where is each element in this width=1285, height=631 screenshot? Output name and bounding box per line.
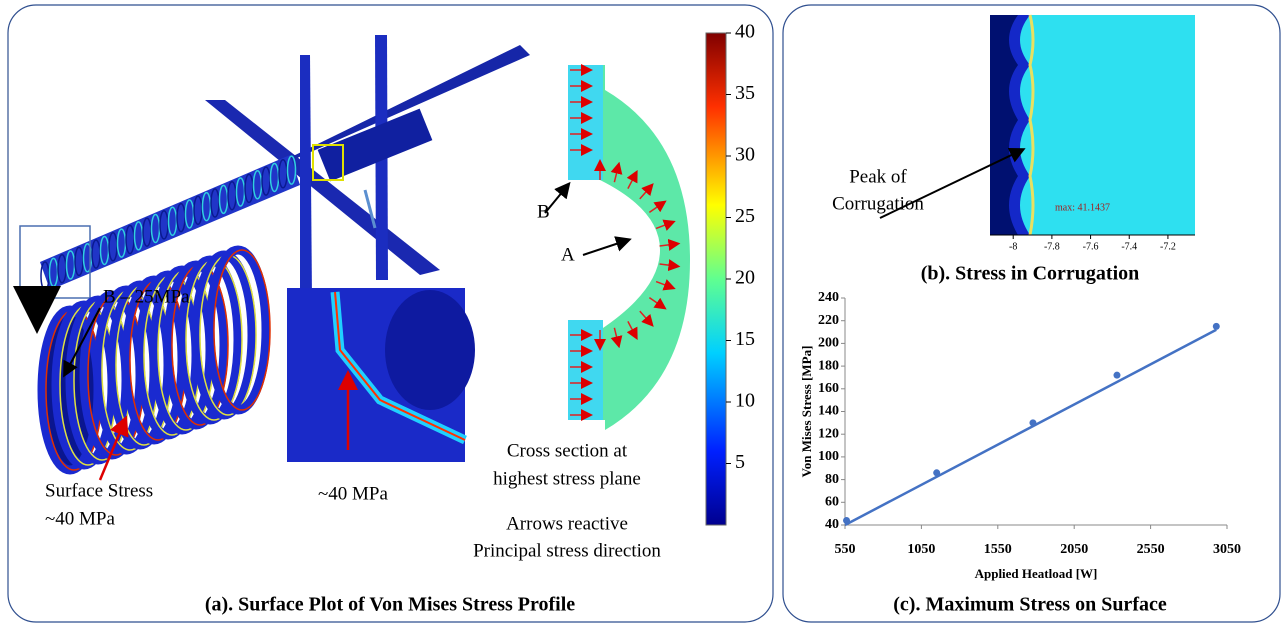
y-tick-label: 240 bbox=[818, 290, 839, 305]
x-tick-label: -7.4 bbox=[1121, 241, 1137, 252]
y-tick-label: 140 bbox=[818, 404, 839, 419]
x-tick-label: -8 bbox=[1009, 241, 1017, 252]
annotation: Peak of bbox=[849, 166, 907, 187]
colorbar bbox=[706, 33, 726, 525]
assembly-render bbox=[20, 35, 530, 322]
figure: 5 10 15 20 25 30 35 40 B – 25MPa Surface Stress… bbox=[0, 0, 1285, 626]
point bbox=[1113, 372, 1120, 379]
inset-render bbox=[287, 288, 475, 462]
y-tick-label: 220 bbox=[818, 313, 839, 328]
colorbar-tick-label: 10 bbox=[735, 390, 755, 412]
annotation: ~40 MPa bbox=[318, 483, 388, 504]
caption: (a). Surface Plot of Von Mises Stress Pr… bbox=[205, 594, 575, 616]
caption: (c). Maximum Stress on Surface bbox=[893, 594, 1167, 616]
y-tick-label: 200 bbox=[818, 336, 839, 351]
caption: (b). Stress in Corrugation bbox=[921, 263, 1140, 285]
y-tick-label: 60 bbox=[825, 495, 839, 510]
y-axis-label: Von Mises Stress [MPa] bbox=[799, 346, 814, 478]
colorbar-tick-label: 35 bbox=[735, 82, 755, 104]
x-tick-label: -7.2 bbox=[1160, 241, 1176, 252]
y-tick-label: 160 bbox=[818, 381, 839, 396]
annotation: Arrows reactive bbox=[506, 513, 628, 534]
y-tick-label: 180 bbox=[818, 358, 839, 373]
point bbox=[1029, 419, 1036, 426]
coil-zoom bbox=[42, 250, 270, 470]
point bbox=[843, 517, 850, 524]
colorbar-tick-label: 15 bbox=[735, 328, 755, 350]
annotation: Corrugation bbox=[832, 193, 924, 214]
x-tick-label: 1050 bbox=[907, 542, 935, 557]
point bbox=[933, 469, 940, 476]
annotation: Cross section at bbox=[507, 440, 628, 461]
x-axis-label: Applied Heatload [W] bbox=[975, 566, 1098, 581]
y-tick-label: 40 bbox=[825, 517, 839, 532]
colorbar-tick-label: 20 bbox=[735, 267, 755, 289]
annotation: A bbox=[561, 244, 575, 265]
x-tick-label: -7.6 bbox=[1083, 241, 1099, 252]
annotation: Surface Stress bbox=[45, 480, 153, 501]
colorbar-tick-label: 30 bbox=[735, 144, 755, 166]
colorbar-tick-label: 5 bbox=[735, 451, 745, 473]
colorbar-tick-label: 40 bbox=[735, 21, 755, 43]
y-tick-label: 80 bbox=[825, 472, 839, 487]
annotation: B – 25MPa bbox=[103, 286, 190, 307]
annotation: B bbox=[537, 201, 550, 222]
y-tick-label: 100 bbox=[818, 449, 839, 464]
annotation: ~40 MPa bbox=[45, 508, 115, 529]
x-tick-label: 2550 bbox=[1137, 542, 1165, 557]
colorbar-tick-label: 25 bbox=[735, 205, 755, 227]
point bbox=[1213, 323, 1220, 330]
x-tick-label: 3050 bbox=[1213, 542, 1241, 557]
trendline bbox=[845, 330, 1216, 525]
x-tick-label: -7.8 bbox=[1044, 241, 1060, 252]
x-tick-label: 2050 bbox=[1060, 542, 1088, 557]
max-label: max: 41.1437 bbox=[1055, 202, 1110, 213]
annotation: highest stress plane bbox=[493, 468, 641, 489]
x-tick-label: 550 bbox=[835, 542, 856, 557]
x-tick-label: 1550 bbox=[984, 542, 1012, 557]
y-tick-label: 120 bbox=[818, 426, 839, 441]
annotation: Principal stress direction bbox=[473, 540, 661, 561]
bar bbox=[300, 55, 312, 300]
